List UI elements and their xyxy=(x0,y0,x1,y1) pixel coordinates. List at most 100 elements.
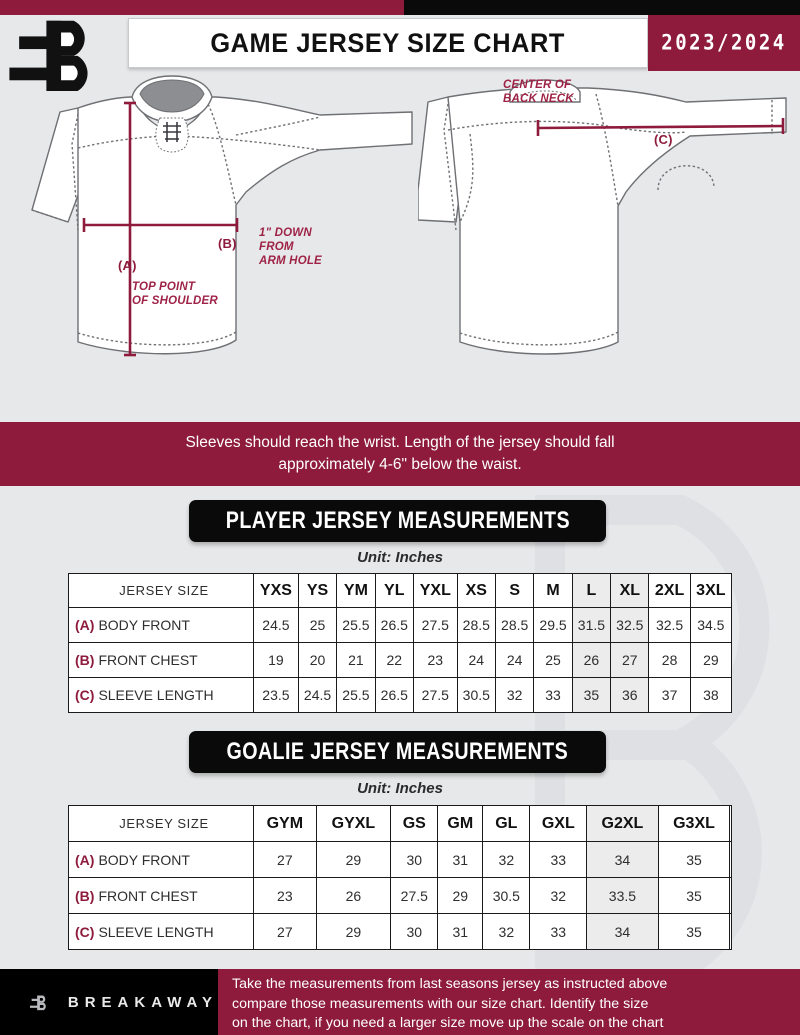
measurement-code: (A) xyxy=(75,851,95,868)
table-row: (A) BODY FRONT 24.5 25 25.5 26.5 27.5 28.5 28.5 2… xyxy=(68,607,733,643)
measurement-cell: 28.5 xyxy=(456,607,496,643)
front-label-b: (B) xyxy=(218,236,237,251)
measurement-code: (B) xyxy=(75,652,95,668)
size-column-header: S xyxy=(494,573,535,608)
size-column-header: GXL xyxy=(529,805,588,842)
measurement-cell: 30.5 xyxy=(456,677,496,713)
table-row: (C) SLEEVE LENGTH 23.5 24.5 25.5 26.5 27.5 30.5… xyxy=(68,677,733,713)
footer-line1: Take the measurements from last seasons … xyxy=(232,976,668,992)
measurement-cell: 36 xyxy=(610,677,650,713)
front-note-b: 1" DOWN FROM ARM HOLE xyxy=(259,226,322,268)
size-column-header: 3XL xyxy=(689,573,733,608)
banner-line2: approximately 4-6" below the waist. xyxy=(278,456,522,473)
player-unit-label: Unit: Inches xyxy=(357,549,443,566)
measurement-cell: 30 xyxy=(390,841,439,878)
front-note-b-line2: FROM xyxy=(259,241,294,253)
measurement-cell: 37 xyxy=(648,677,691,713)
measurement-cell: 25.5 xyxy=(336,677,376,713)
table-header-row: JERSEY SIZE YXS YS YM YL YXL XS S M L XL 2XL 3XL xyxy=(68,573,733,608)
footer-line2: compare those measurements with our size… xyxy=(232,995,649,1012)
measurement-row-label: (C) SLEEVE LENGTH xyxy=(68,913,254,950)
footer-line3: on the chart, if you need a larger size … xyxy=(232,1015,664,1031)
measurement-cell: 27 xyxy=(253,913,317,950)
size-column-header: G2XL xyxy=(586,805,659,842)
measurement-name: BODY FRONT xyxy=(98,617,190,633)
footer: BREAKAWAY Take the measurements from las… xyxy=(0,969,800,1035)
size-column-header: YM xyxy=(336,573,376,608)
measurement-code: (A) xyxy=(75,617,95,633)
measurement-cell: 33.5 xyxy=(586,877,659,914)
top-strip-black xyxy=(404,0,800,15)
front-jersey-illustration xyxy=(31,75,413,357)
measurement-cell xyxy=(729,877,732,914)
front-note-b-line1: 1" DOWN xyxy=(259,227,312,239)
measurement-cell: 35 xyxy=(657,877,731,914)
measurement-cell: 26.5 xyxy=(374,607,414,643)
measurement-name: SLEEVE LENGTH xyxy=(98,923,214,940)
measurement-cell: 29 xyxy=(315,913,392,950)
size-column-header: GL xyxy=(482,805,531,842)
measurement-cell: 32 xyxy=(482,913,531,950)
front-note-b-line3: ARM HOLE xyxy=(259,255,322,267)
measurement-cell: 28 xyxy=(648,642,691,678)
measurement-cell: 27 xyxy=(253,841,317,878)
measurement-cell: 25 xyxy=(533,642,573,678)
measurement-cell: 31 xyxy=(437,913,484,950)
footer-logo-icon xyxy=(30,995,46,1011)
player-section-title-pill: PLAYER JERSEY MEASUREMENTS xyxy=(189,500,606,542)
measurement-cell: 26.5 xyxy=(374,677,414,713)
measurement-cell: 31 xyxy=(437,841,484,878)
measurement-code: (C) xyxy=(75,923,95,940)
measurement-cell xyxy=(729,841,732,878)
back-note-c-line2: BACK NECK xyxy=(503,93,574,105)
measurement-cell xyxy=(729,913,732,950)
measurement-cell: 26 xyxy=(315,877,392,914)
goalie-measurements-table: JERSEY SIZE GYM GYXL GS GM GL GXL G2XL G3XL (A) BO… xyxy=(68,805,732,950)
measurement-cell: 25 xyxy=(297,607,338,643)
size-column-header: YL xyxy=(374,573,414,608)
banner-line1: Sleeves should reach the wrist. Length o… xyxy=(185,434,615,451)
front-note-a: TOP POINT OF SHOULDER xyxy=(132,280,218,308)
measurement-cell: 29 xyxy=(689,642,733,678)
measurement-cell: 27 xyxy=(610,642,650,678)
jersey-diagrams: (A) TOP POINT OF SHOULDER (B) 1" DOWN FR… xyxy=(0,70,800,422)
measurement-name: FRONT CHEST xyxy=(98,887,198,904)
table-header-row: JERSEY SIZE GYM GYXL GS GM GL GXL G2XL G3XL xyxy=(68,805,732,842)
table-row: (A) BODY FRONT 27 29 30 31 32 33 34 35 xyxy=(68,841,732,878)
size-column-header xyxy=(729,805,732,842)
jersey-size-header: JERSEY SIZE xyxy=(68,573,254,608)
goalie-unit-label: Unit: Inches xyxy=(357,780,443,797)
measurement-cell: 24 xyxy=(456,642,496,678)
measurement-row-label: (A) BODY FRONT xyxy=(68,841,254,878)
measurement-cell: 34.5 xyxy=(689,607,733,643)
back-note-c-line1: CENTER OF xyxy=(503,79,572,91)
back-note-c: CENTER OF BACK NECK xyxy=(503,78,574,106)
header-bar: GAME JERSEY SIZE CHART 2023/2024 xyxy=(0,15,800,91)
goalie-section-title-pill: GOALIE JERSEY MEASUREMENTS xyxy=(189,731,606,773)
season-year-badge: 2023/2024 xyxy=(648,15,800,71)
measurement-name: FRONT CHEST xyxy=(98,652,198,668)
measurement-cell: 29 xyxy=(315,841,392,878)
measurement-cell: 23.5 xyxy=(253,677,299,713)
size-column-header: M xyxy=(533,573,573,608)
measurement-cell: 19 xyxy=(253,642,299,678)
measurement-name: BODY FRONT xyxy=(98,851,190,868)
measurement-cell: 23 xyxy=(253,877,317,914)
measurement-cell: 24 xyxy=(494,642,535,678)
measurement-cell: 32.5 xyxy=(610,607,650,643)
measurement-cell: 32.5 xyxy=(648,607,691,643)
season-year-label: 2023/2024 xyxy=(661,30,787,56)
measurement-cell: 31.5 xyxy=(571,607,612,643)
measurement-cell: 33 xyxy=(533,677,573,713)
measurement-cell: 27.5 xyxy=(412,607,458,643)
measurement-cell: 34 xyxy=(586,841,659,878)
measurement-cell: 35 xyxy=(657,913,731,950)
page-title: GAME JERSEY SIZE CHART xyxy=(210,27,566,58)
measurement-row-label: (C) SLEEVE LENGTH xyxy=(68,677,254,713)
measurement-cell: 25.5 xyxy=(336,607,376,643)
measurement-cell: 38 xyxy=(689,677,733,713)
measurement-cell: 35 xyxy=(571,677,612,713)
measurement-row-label: (B) FRONT CHEST xyxy=(68,877,254,914)
jersey-size-header: JERSEY SIZE xyxy=(68,805,254,842)
